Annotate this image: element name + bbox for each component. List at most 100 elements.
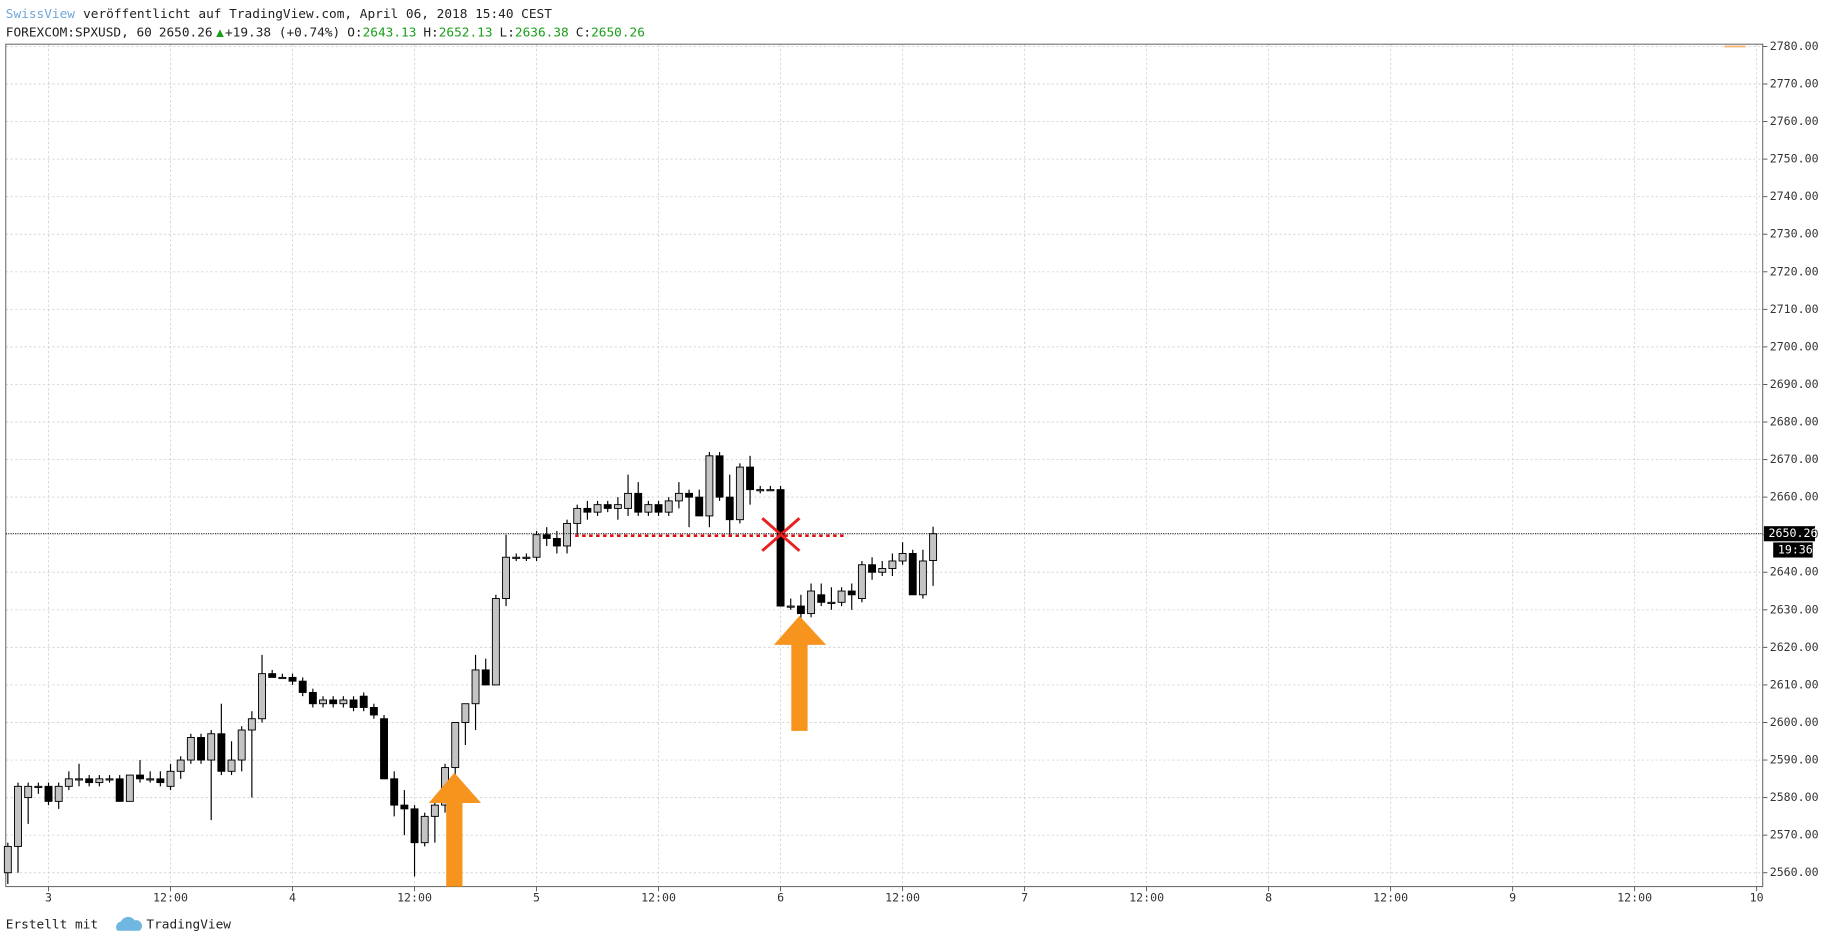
candle-body: [380, 718, 388, 780]
candle-body: [502, 556, 510, 600]
candle-body: [735, 466, 744, 521]
candle-body: [166, 770, 175, 787]
candle-body: [583, 507, 592, 513]
price-tag: [1763, 526, 1816, 542]
candle-body: [705, 455, 714, 517]
close-label: C:: [576, 25, 591, 40]
candle-body: [349, 699, 358, 708]
candle-body: [288, 676, 297, 682]
candle-body: [786, 605, 795, 608]
high-label: H:: [423, 25, 438, 40]
candle-body: [410, 808, 419, 844]
price-tag-label: 2650.26: [1769, 526, 1818, 540]
y-tick-label: 2590.00: [1770, 753, 1819, 767]
candle-body: [898, 553, 907, 562]
y-tick-label: 2680.00: [1770, 415, 1819, 429]
y-tick-label: 2670.00: [1770, 452, 1819, 466]
y-tick-label: 2580.00: [1770, 790, 1819, 804]
candle-body: [227, 759, 236, 772]
candle-body: [674, 492, 683, 502]
candle-body: [176, 759, 185, 772]
y-tick-label: 2720.00: [1770, 264, 1819, 278]
x-tick-label: 10: [1750, 891, 1764, 905]
candle-body: [837, 590, 846, 603]
x-tick-label: 9: [1509, 891, 1516, 905]
candle-body: [105, 778, 114, 781]
candle-body: [827, 601, 836, 604]
candle-body: [451, 722, 460, 769]
candle-body: [776, 489, 785, 607]
candle-body: [634, 492, 643, 513]
y-tick-label: 2660.00: [1770, 490, 1819, 504]
candle-body: [24, 785, 33, 799]
footer-text: Erstellt mit: [6, 917, 98, 932]
y-tick-label: 2760.00: [1770, 114, 1819, 128]
y-tick-label: 2730.00: [1770, 227, 1819, 241]
y-tick-label: 2770.00: [1770, 76, 1819, 90]
candle-body: [654, 504, 663, 513]
candle-body: [34, 785, 43, 788]
candle-body: [329, 699, 338, 705]
x-tick-label: 7: [1021, 891, 1028, 905]
countdown-label: 19:36: [1778, 542, 1813, 556]
y-tick-label: 2600.00: [1770, 715, 1819, 729]
up-triangle: ▲: [216, 25, 224, 40]
y-tick-label: 2640.00: [1770, 565, 1819, 579]
candle-body: [186, 737, 195, 761]
candles: [3, 452, 938, 884]
countdown-tag: [1773, 542, 1813, 558]
candle-body: [929, 533, 938, 561]
candle-body: [237, 729, 246, 761]
candle-body: [481, 669, 490, 686]
y-tick-label: 2570.00: [1770, 828, 1819, 842]
candle-body: [522, 556, 531, 559]
x-tick-label: 12:00: [153, 891, 188, 905]
candle-body: [918, 560, 927, 596]
open-label: O:: [347, 25, 362, 40]
candle-body: [247, 718, 256, 731]
candle-body: [339, 699, 348, 705]
x-tick-label: 8: [1265, 891, 1272, 905]
candle-body: [125, 774, 134, 802]
candle-body: [156, 778, 165, 784]
y-tick-label: 2610.00: [1770, 677, 1819, 691]
candle-body: [115, 778, 124, 802]
candle-body: [857, 564, 866, 600]
y-tick-label: 2630.00: [1770, 602, 1819, 616]
candle-body: [217, 733, 226, 772]
candle-body: [298, 680, 307, 693]
candle-body: [756, 489, 765, 492]
candle-body: [715, 455, 724, 498]
x-tick-label: 12:00: [1129, 891, 1164, 905]
candle-body: [908, 553, 917, 596]
candle-body: [685, 492, 694, 498]
x-tick-label: 12:00: [1373, 891, 1408, 905]
low-value: 2636.38: [515, 25, 569, 40]
candle-body: [664, 500, 673, 513]
candle-body: [573, 507, 582, 524]
footer-brand: TradingView: [146, 917, 231, 932]
candle-body: [136, 774, 144, 780]
candle-body: [796, 605, 805, 615]
candle-body: [75, 778, 83, 781]
candle-body: [817, 594, 826, 603]
open-value: 2643.13: [363, 25, 417, 40]
candle-body: [258, 673, 266, 720]
y-tick-label: 2750.00: [1770, 152, 1819, 166]
candle-body: [14, 785, 22, 847]
candle-body: [725, 496, 734, 521]
candle-body: [146, 778, 155, 781]
candle-body: [888, 560, 897, 569]
candle-body: [644, 504, 653, 513]
candle-body: [847, 590, 856, 596]
candle-body: [766, 489, 775, 492]
candle-body: [542, 534, 551, 539]
grid: [5, 44, 1763, 887]
x-tick-label: 5: [533, 891, 540, 905]
candle-body: [695, 496, 704, 517]
candle-body: [278, 676, 287, 680]
candle-body: [552, 537, 561, 547]
y-tick-label: 2560.00: [1770, 865, 1819, 879]
plot-frame: [5, 43, 1764, 888]
